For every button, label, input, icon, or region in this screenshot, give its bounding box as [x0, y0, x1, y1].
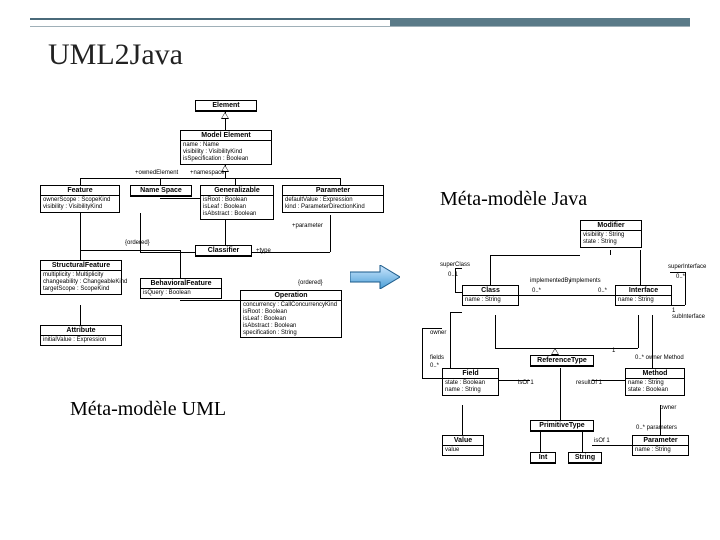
java-metamodel-diagram: Modifiervisibility : String state : Stri…: [400, 220, 695, 480]
uml-class-parameter: ParameterdefaultValue : Expression kind …: [282, 185, 384, 213]
uml-class-string: String: [568, 452, 602, 464]
uml-class-primtype: PrimitiveType: [530, 420, 594, 432]
caption-uml: Méta-modèle UML: [70, 398, 226, 421]
uml-class-modifier: Modifiervisibility : String state : Stri…: [580, 220, 642, 248]
uml-class-operation: Operationconcurrency : CallConcurrencyKi…: [240, 290, 342, 338]
caption-java: Méta-modèle Java: [440, 188, 587, 211]
uml-class-behavioral: BehavioralFeatureisQuery : Boolean: [140, 278, 222, 299]
slide-title: UML2Java: [48, 38, 183, 72]
uml-class-parameter2: Parametername : String: [632, 435, 689, 456]
uml-class-element: Element: [195, 100, 257, 112]
header-accent: [390, 18, 690, 26]
uml-class-feature: FeatureownerScope : ScopeKind visibility…: [40, 185, 120, 213]
uml-class-method: Methodname : String state : Boolean: [625, 368, 685, 396]
uml-class-interface: Interfacename : String: [615, 285, 672, 306]
uml-class-value: Valuevalue: [442, 435, 484, 456]
uml-class-classifier: Classifier: [195, 245, 252, 257]
uml-class-structural: StructuralFeaturemultiplicity : Multipli…: [40, 260, 122, 295]
transform-arrow-icon: [350, 265, 400, 289]
uml-class-field: Fieldstate : Boolean name : String: [442, 368, 499, 396]
uml-class-int: Int: [530, 452, 556, 464]
uml-metamodel-diagram: Element Model Elementname : Name visibili…: [40, 100, 390, 380]
uml-class-generalizable: GeneralizableisRoot : Boolean isLeaf : B…: [200, 185, 274, 220]
uml-class-reftype: ReferenceType: [530, 355, 594, 367]
uml-class-namespace: Name Space: [130, 185, 192, 197]
uml-class-class: Classname : String: [462, 285, 519, 306]
uml-class-modelelement: Model Elementname : Name visibility : Vi…: [180, 130, 272, 165]
uml-class-attribute: AttributeinitialValue : Expression: [40, 325, 122, 346]
